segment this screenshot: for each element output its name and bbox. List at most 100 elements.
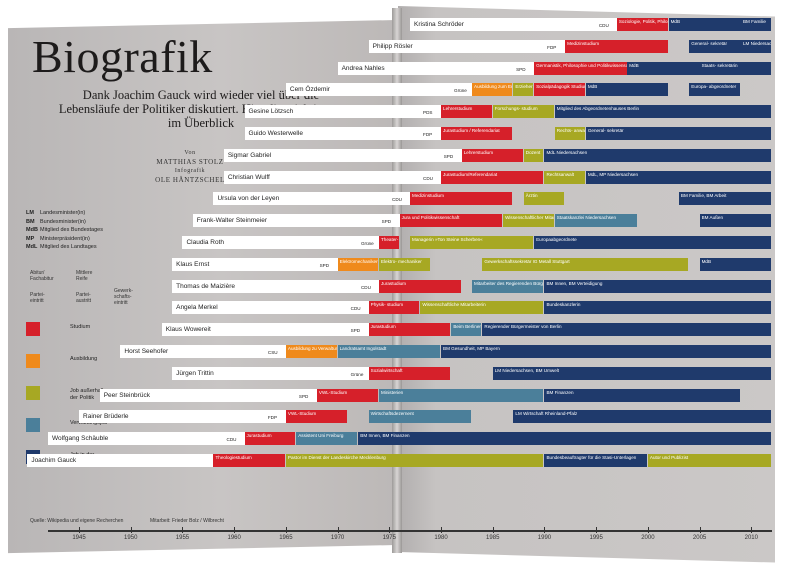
timeline-segment-politik: Bundeskanzlerin: [544, 301, 771, 315]
party-label: CDU: [350, 306, 361, 312]
person-label: Frank-Walter Steinmeier: [192, 214, 400, 228]
segment-label: MdB: [587, 84, 598, 90]
person-label: Klaus Wowereit: [161, 323, 369, 337]
segment-label: Jura und Politikwissenschaft: [401, 215, 460, 221]
segment-label: Beim Berliner Senator für Inneres: [453, 324, 481, 330]
timeline-segment-politik: BM Finanzen: [544, 388, 740, 402]
person-label: Philipp Rösler: [368, 39, 566, 53]
axis-caption-2: Mitarbeit: Frieder Bolz / Wilbrecht: [150, 518, 224, 524]
timeline-segment-verwaltung: Beim Berliner Senator für Inneres: [451, 323, 482, 337]
segment-label: Wissenschaftlicher Mitarbeiter: [505, 215, 554, 221]
timeline-segment-job: Rechts- anwalt: [554, 127, 585, 140]
axis-tick-label: 1995: [589, 535, 603, 541]
segment-label: BM Familie: [742, 19, 766, 24]
segment-label: General- sekretär: [691, 40, 727, 46]
person-label: Kristina Schröder: [410, 18, 617, 31]
person-label: Claudia Roth: [182, 236, 379, 249]
timeline-segment-job: Dozent: [523, 148, 544, 162]
segment-label: Jurastudium/Referendariat: [443, 171, 498, 177]
segment-label: BM Innen, BM Finanzen: [360, 433, 410, 439]
axis-tick-label: 1945: [72, 535, 86, 541]
segment-label: Physik- studium: [370, 302, 404, 308]
abbr-row: LM Landesminister(in): [26, 210, 103, 219]
abbr-row: BM Bundesminister(in): [26, 219, 103, 228]
legend-label: Studium: [70, 324, 91, 330]
segment-label: Ausbildung zu Verwaltungsbeam.: [287, 346, 337, 351]
abbr-code: BM: [26, 218, 35, 225]
axis-tick: [337, 527, 339, 533]
legend-label: Job außerhalb der Politik: [70, 388, 106, 401]
person-label: Rainer Brüderle: [79, 410, 286, 424]
axis-tick-label: 1950: [124, 535, 138, 541]
party-label: FDP: [547, 44, 557, 50]
timeline-segment-studium: Lehrerstudium: [441, 105, 492, 119]
timeline-segment-verwaltung: Mitarbeiter des Regierenden Bürgermeiste…: [472, 279, 544, 293]
person-label: Joachim Gauck: [27, 454, 214, 467]
abbr-label: Bundesminister(in): [40, 218, 86, 225]
segment-label: Staats- sekretärin: [701, 62, 738, 68]
abbr-label: Ministerpräsident(in): [40, 235, 90, 242]
timeline-segment-studium: VWL-Studium: [285, 410, 347, 424]
segment-label: Forschungs- studium: [494, 106, 538, 112]
axis-tick-label: 2005: [692, 535, 707, 541]
abbr-code: LM: [26, 210, 34, 216]
segment-label: BM Innen, BM Verteidigung: [546, 280, 603, 286]
timeline-segment-politik: General- sekretär: [585, 127, 771, 140]
timeline-segment-studium: Soziologie, Politik, Philosophie und Ges…: [616, 18, 668, 31]
person-label: Gesine Lötzsch: [244, 105, 441, 119]
person-label: Sigmar Gabriel: [223, 148, 462, 162]
segment-label: Elektro- mechaniker: [380, 258, 422, 264]
segment-label: MdL Niedersachsen: [546, 149, 588, 155]
timeline-segment-politik: LM Niedersachsen, BM Umwelt: [492, 366, 771, 380]
party-label: CDU: [360, 284, 371, 290]
segment-label: General- sekretär: [587, 128, 624, 133]
party-label: SPD: [350, 328, 361, 334]
timeline-segment-job: Forschungs- studium: [492, 105, 554, 119]
timeline-segment-politik: Europa- abgeordneter: [689, 83, 740, 97]
timeline-segment-verwaltung: Staatskanzlei Niedersachsen: [554, 214, 637, 228]
abbr-code: MP: [26, 235, 35, 242]
abbr-code: MdL: [26, 244, 38, 250]
party-label: CDU: [392, 197, 402, 203]
axis-tick-label: 2000: [641, 535, 655, 541]
segment-label: Dozent: [525, 149, 541, 155]
page-title: Biografik: [32, 31, 213, 82]
timeline-segment-politik: LM Wirtschaft Rheinland-Pfalz: [513, 410, 771, 424]
timeline-segment-studium: Jurastudium: [368, 323, 451, 337]
party-label: CDU: [423, 175, 433, 181]
segment-label: Jurastudium: [246, 433, 272, 439]
segment-label: BM Gesundheit, MP Bayern: [443, 346, 500, 351]
party-label: SPD: [298, 393, 309, 399]
timeline-segment-ausbildung: Ausbildung zum Erzieher: [472, 83, 513, 97]
abbreviation-list: LM Landesminister(in) BM Bundesminister(in…: [26, 210, 103, 253]
byline-author-prefix: Von: [184, 150, 196, 156]
timeline-segment-studium: Jura und Politikwissenschaft: [399, 214, 503, 228]
segment-label: Lehrerstudium: [443, 106, 473, 112]
abbr-label: Mitglied des Landtages: [40, 244, 97, 250]
legend-swatch: [26, 386, 40, 400]
axis-tick-label: 1980: [434, 535, 448, 541]
segment-label: Germanistik, Philosophie und Politikwiss…: [536, 62, 636, 68]
timeline-segment-politik: BM Familie, BM Arbeit: [678, 192, 771, 206]
timeline-segment-job: Rechtsanwalt: [544, 170, 585, 184]
segment-label: Landratsamt Ingolstadt: [339, 346, 387, 351]
segment-label: VWL-Studium: [318, 389, 348, 395]
segment-label: Erzieher: [515, 84, 533, 90]
party-label: Grüne: [350, 371, 364, 377]
party-label: Grüne: [360, 241, 374, 246]
timeline-segment-studium: Germanistik, Philosophie und Politikwiss…: [534, 61, 637, 75]
segment-label: MdB: [629, 62, 639, 68]
axis-tick: [234, 527, 236, 533]
timeline-segment-politik: Regierender Bürgermeister von Berlin: [482, 323, 771, 337]
person-label: Guido Westerwelle: [244, 127, 441, 140]
axis-tick-label: 1975: [382, 535, 396, 541]
timeline-segment-job: Gewerkschaftssekretär IG Metall Stuttgar…: [482, 257, 689, 271]
note-gewerkschaft: Gewerk- schafts- eintritt: [114, 288, 133, 306]
segment-label: Jurastudium: [370, 324, 396, 330]
axis-tick-label: 1990: [537, 535, 552, 541]
segment-label: Jurastudium / Referendariat: [443, 128, 500, 133]
timeline-segment-politik: Bundesbeauftragter für die Stasi-Unterla…: [544, 454, 647, 467]
segment-label: Rechts- anwalt: [556, 128, 585, 133]
segment-label: Medizinstudium: [567, 40, 600, 46]
timeline-segment-job: Erzieher: [513, 83, 534, 97]
